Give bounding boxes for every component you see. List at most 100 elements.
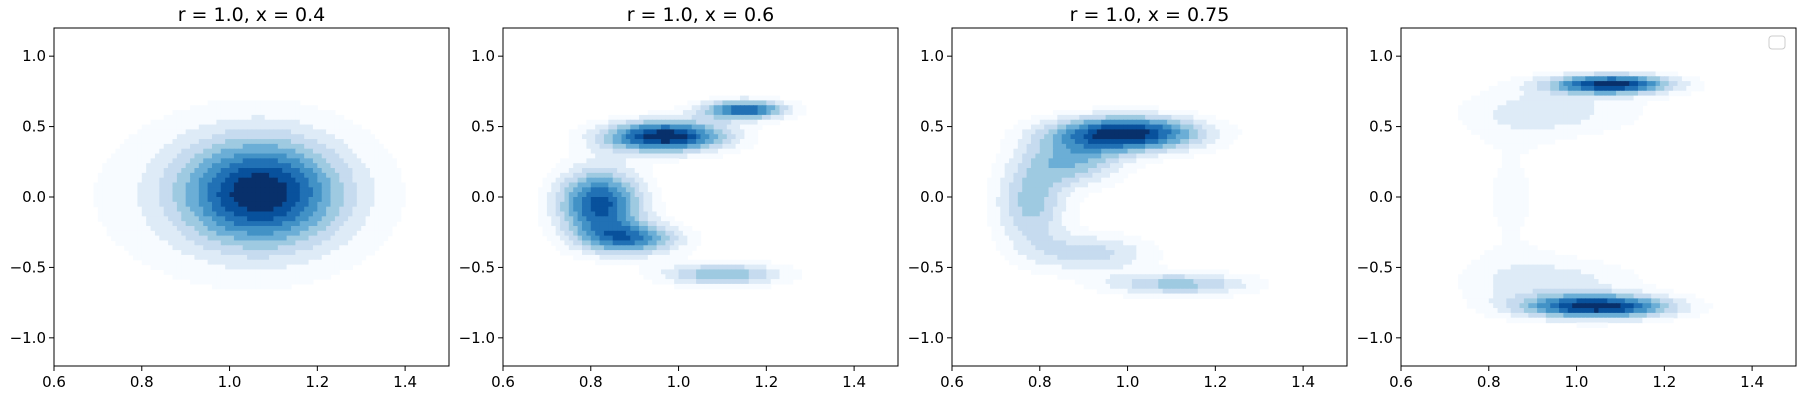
contour-cell <box>286 211 292 217</box>
contour-cell <box>220 177 226 184</box>
subplot-title: r = 1.0, x = 0.4 <box>178 4 326 26</box>
contour-cell <box>757 114 763 121</box>
contour-cell <box>1153 105 1159 111</box>
contour-cell <box>652 182 658 188</box>
contour-cell <box>1061 153 1067 159</box>
contour-cell <box>1136 245 1142 251</box>
contour-cell <box>1136 158 1142 164</box>
contour-cell <box>1105 163 1111 169</box>
contour-cell <box>1189 274 1194 280</box>
contour-cell <box>1206 288 1212 295</box>
contour-cell <box>185 114 191 121</box>
contour-cell <box>656 279 662 285</box>
contour-cell <box>203 216 209 222</box>
contour-cell <box>111 168 117 174</box>
contour-cell <box>669 153 675 159</box>
contour-cell <box>141 254 147 261</box>
contour-cell <box>1079 235 1085 242</box>
contour-cell <box>176 274 182 280</box>
contour-cell <box>330 250 336 256</box>
contour-cell <box>295 225 301 232</box>
contour-cell <box>299 211 305 217</box>
contour-cell <box>1550 71 1556 77</box>
contour-cell <box>321 216 327 222</box>
contour-cell <box>128 163 134 169</box>
contour-cell <box>225 163 231 169</box>
contour-cell <box>212 240 217 246</box>
contour-cell <box>718 129 724 135</box>
contour-cell <box>225 129 231 135</box>
contour-cell <box>792 100 798 106</box>
contour-cell <box>1061 143 1067 150</box>
contour-cell <box>722 114 728 121</box>
contour-cell <box>1088 182 1094 188</box>
contour-cell <box>766 110 772 116</box>
contour-cell <box>1180 124 1186 130</box>
contour-cell <box>269 240 275 246</box>
contour-cell <box>744 119 750 126</box>
contour-cell <box>291 230 296 237</box>
contour-cell <box>229 235 235 242</box>
contour-cell <box>365 134 371 140</box>
contour-cell <box>1070 114 1076 121</box>
contour-cell <box>1009 172 1015 179</box>
contour-cell <box>1048 221 1054 227</box>
contour-cell <box>682 153 688 159</box>
contour-cell <box>133 211 138 217</box>
contour-cell <box>621 124 627 130</box>
contour-cell <box>312 134 318 140</box>
contour-cell <box>277 240 283 246</box>
contour-cell <box>233 201 239 208</box>
contour-cell <box>1004 139 1010 145</box>
contour-cell <box>603 211 609 217</box>
contour-cell <box>255 206 261 213</box>
contour-cell <box>330 182 336 188</box>
contour-cell <box>770 95 776 102</box>
contour-cell <box>1035 225 1041 232</box>
contour-cell <box>1611 71 1617 77</box>
contour-cell <box>238 148 244 155</box>
contour-cell <box>176 206 182 213</box>
contour-cell <box>233 216 239 222</box>
contour-cell <box>691 148 697 155</box>
contour-cell <box>133 192 138 198</box>
contour-cell <box>190 240 196 246</box>
contour-cell <box>748 119 754 126</box>
contour-cell <box>577 148 583 155</box>
contour-cell <box>1009 182 1015 188</box>
contour-cell <box>779 105 785 111</box>
contour-cell <box>1140 114 1146 121</box>
contour-cell <box>220 110 226 116</box>
contour-cell <box>678 240 684 246</box>
contour-cell <box>1083 182 1089 188</box>
contour-cell <box>264 240 270 246</box>
contour-cell <box>269 100 275 106</box>
contour-cell <box>391 201 397 208</box>
contour-cell <box>1031 114 1036 121</box>
contour-cell <box>1145 283 1151 290</box>
contour-cell <box>577 182 583 188</box>
contour-cell <box>560 158 566 164</box>
contour-cell <box>564 177 570 184</box>
contour-cell <box>260 139 266 145</box>
contour-cell <box>621 177 627 184</box>
contour-cell <box>621 158 627 164</box>
contour-cell <box>713 259 719 266</box>
contour-cell <box>1083 158 1089 164</box>
contour-cell <box>1180 279 1186 285</box>
contour-cell <box>560 201 566 208</box>
contour-cell <box>573 148 579 155</box>
contour-cell <box>1057 163 1063 169</box>
contour-cell <box>652 110 658 116</box>
contour-cell <box>1162 143 1168 150</box>
contour-cell <box>656 119 662 126</box>
contour-cell <box>172 269 178 275</box>
contour-cell <box>1052 264 1058 271</box>
contour-cell <box>682 240 688 246</box>
contour-cell <box>370 139 375 145</box>
contour-cell <box>1131 250 1137 256</box>
contour-cell <box>378 221 384 227</box>
contour-cell <box>1070 124 1076 130</box>
contour-cell <box>995 240 1001 246</box>
contour-cell <box>1022 259 1028 266</box>
